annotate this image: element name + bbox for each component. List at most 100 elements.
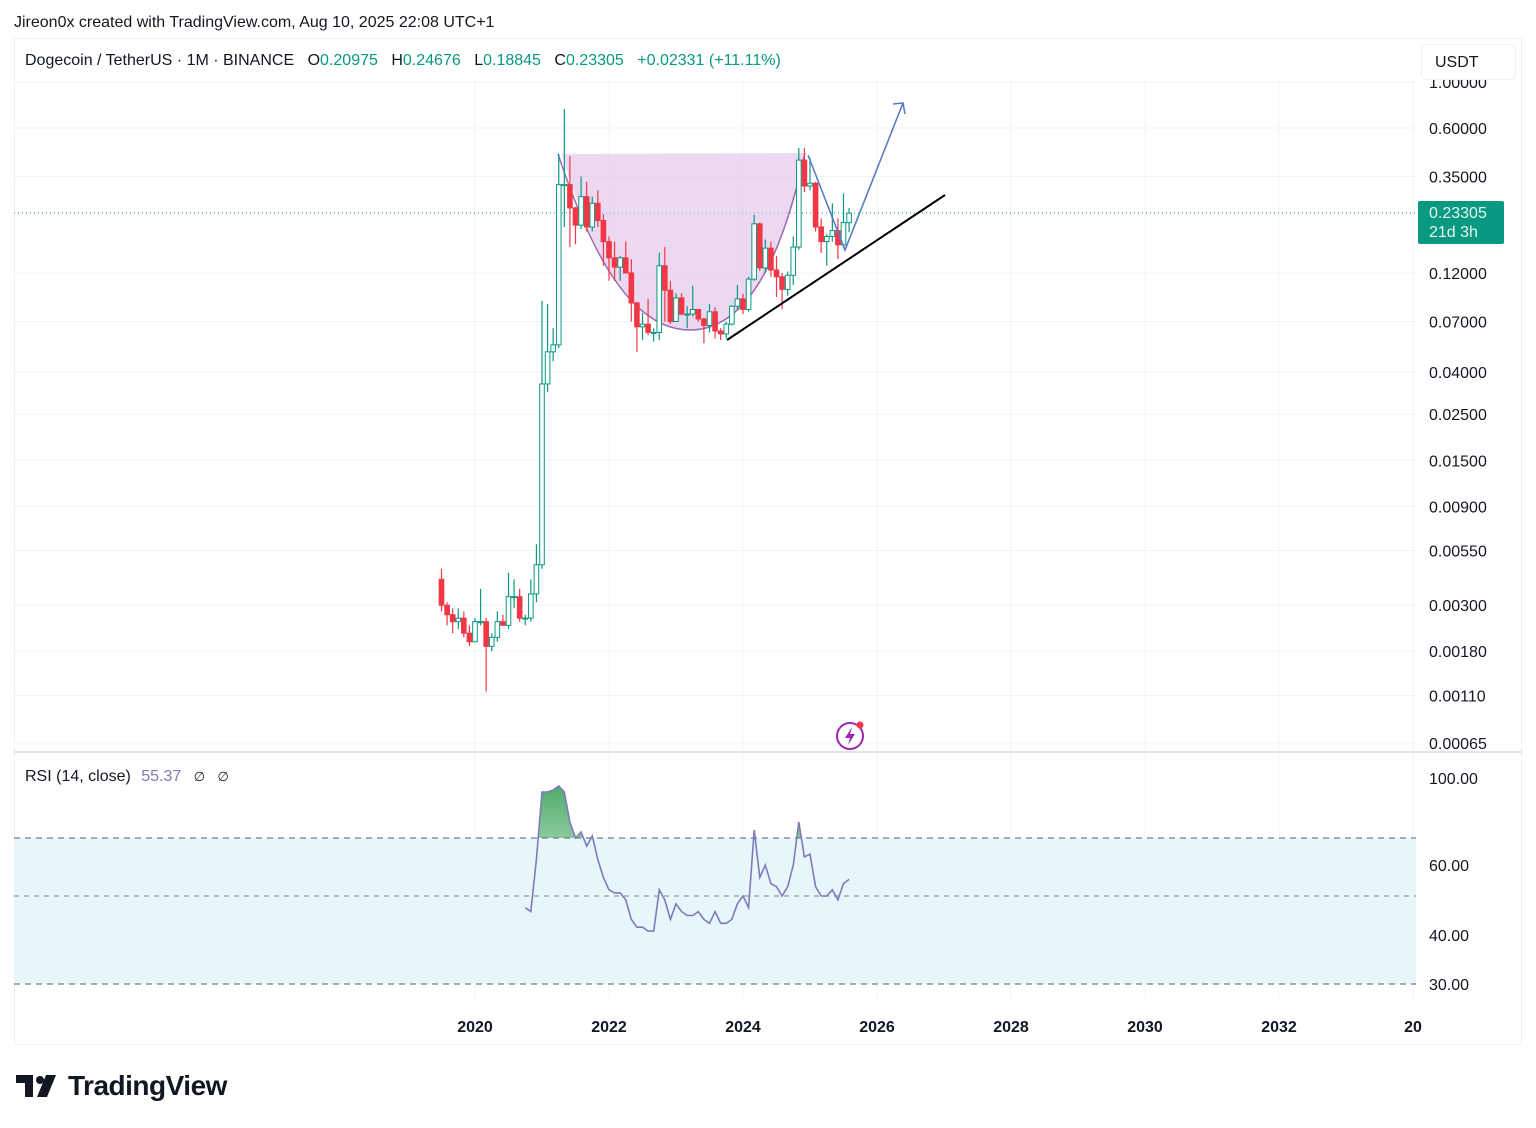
- chart-pane[interactable]: [14, 38, 1522, 1045]
- candle-body: [528, 593, 534, 619]
- candle-body: [611, 257, 618, 268]
- candle-body: [773, 269, 780, 278]
- candle: [477, 588, 484, 626]
- candle: [528, 579, 534, 622]
- candle-body: [583, 196, 590, 228]
- candle: [561, 109, 568, 227]
- candle-body: [684, 313, 690, 316]
- price-tick-label: 0.00110: [1429, 689, 1486, 706]
- candle-body: [762, 247, 769, 269]
- cup-pattern-drawing[interactable]: [562, 153, 805, 330]
- projection-arrow-drawing[interactable]: [807, 102, 906, 253]
- candle: [438, 568, 445, 612]
- candle: [701, 317, 707, 344]
- candle: [494, 611, 501, 642]
- candle-body: [449, 614, 456, 623]
- currency-button[interactable]: USDT: [1421, 44, 1516, 80]
- candle-body: [829, 230, 836, 237]
- candle: [818, 218, 824, 253]
- candle: [472, 618, 478, 643]
- candle-body: [701, 318, 707, 326]
- price-tick-label: 0.07000: [1429, 315, 1487, 332]
- candle: [723, 321, 730, 339]
- candle: [790, 236, 797, 285]
- price-tick-label: 0.01500: [1429, 453, 1487, 470]
- candle-body: [505, 596, 512, 626]
- rsi-plot: [524, 784, 850, 932]
- time-tick-label: 2032: [1261, 1019, 1297, 1036]
- candle-body: [734, 298, 741, 307]
- candle: [762, 239, 769, 273]
- candle-body: [500, 621, 506, 626]
- time-tick-label: 2020: [457, 1019, 493, 1036]
- candle-body: [555, 184, 562, 346]
- candle: [656, 252, 663, 341]
- rsi-levels: [14, 837, 1416, 985]
- price-tick-label: 0.00180: [1429, 644, 1487, 661]
- price-tick-label: 0.04000: [1429, 365, 1487, 382]
- candle: [734, 284, 741, 310]
- candle-body: [477, 621, 484, 624]
- candle-body: [606, 241, 612, 259]
- tradingview-logo[interactable]: TradingView: [16, 1070, 227, 1102]
- lightning-alert-icon[interactable]: [836, 721, 864, 750]
- candle: [533, 544, 540, 603]
- candle-body: [466, 632, 473, 643]
- candle: [600, 214, 607, 266]
- candle: [678, 293, 685, 316]
- time-tick-label: 2024: [725, 1019, 761, 1036]
- candle-body: [589, 202, 596, 228]
- rsi-tick-label: 40.00: [1429, 928, 1469, 945]
- candle: [823, 233, 830, 266]
- candle-body: [717, 330, 724, 335]
- candle: [706, 304, 713, 333]
- candle-body: [784, 274, 791, 290]
- candle-body: [533, 564, 540, 595]
- candle-body: [483, 621, 489, 647]
- candle: [617, 255, 623, 281]
- candle: [622, 241, 629, 274]
- candle-body: [511, 596, 517, 599]
- trendline-drawing[interactable]: [726, 194, 946, 341]
- candle: [539, 300, 545, 569]
- candle-body: [444, 604, 450, 616]
- candle: [639, 312, 646, 341]
- candle-body: [740, 298, 746, 310]
- candle-body: [673, 297, 679, 323]
- candle-body: [645, 323, 651, 333]
- candle-body: [723, 323, 730, 335]
- candle: [645, 298, 651, 336]
- candle: [812, 181, 819, 232]
- low-label: L: [474, 52, 484, 69]
- candle: [544, 304, 551, 393]
- candle: [729, 305, 735, 326]
- candle-body: [488, 636, 495, 647]
- candle: [483, 618, 489, 692]
- candle: [500, 614, 506, 626]
- candle-body: [689, 308, 696, 315]
- tradingview-logo-icon: [16, 1075, 56, 1097]
- high-label: H: [391, 52, 403, 69]
- candle: [807, 158, 813, 191]
- candle: [689, 285, 696, 317]
- rsi-tick-label: 30.00: [1429, 977, 1469, 994]
- close-label: C: [554, 52, 566, 69]
- rsi-legend[interactable]: RSI (14, close) 55.37 ∅ ∅: [25, 768, 229, 786]
- candle: [572, 206, 579, 245]
- candle-body: [455, 617, 462, 623]
- rsi-overbought-fill: [525, 786, 850, 838]
- candle: [511, 579, 517, 609]
- candle: [740, 294, 746, 315]
- rsi-line: [524, 784, 850, 932]
- time-tick-label: 20: [1404, 1019, 1422, 1036]
- time-tick-label: 2030: [1127, 1019, 1163, 1036]
- candles: [438, 109, 852, 692]
- candle: [745, 276, 752, 312]
- candle: [773, 255, 780, 297]
- symbol-name[interactable]: Dogecoin / TetherUS · 1M · BINANCE: [25, 52, 295, 69]
- candle: [555, 153, 562, 349]
- candle: [595, 190, 601, 227]
- price-tick-label: 0.00065: [1429, 736, 1487, 753]
- cup-curve-drawing[interactable]: [557, 152, 806, 331]
